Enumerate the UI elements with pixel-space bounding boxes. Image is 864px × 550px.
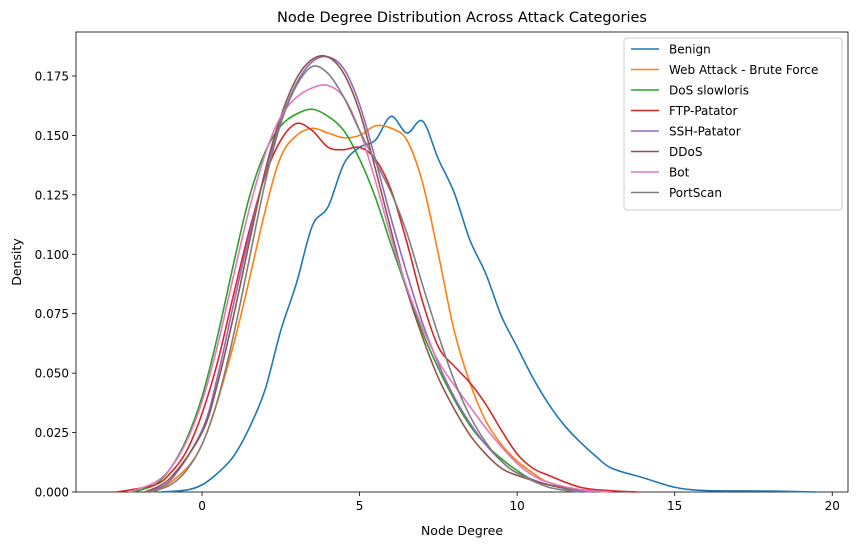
x-axis-label: Node Degree [421,523,503,538]
y-tick-label: 0.075 [35,307,69,321]
y-axis-label: Density [9,238,24,286]
x-tick-label: 20 [825,499,840,513]
legend-label-ftp-patator: FTP-Patator [669,104,737,118]
x-tick-label: 5 [356,499,364,513]
y-tick-label: 0.000 [35,486,69,500]
y-tick-label: 0.175 [35,69,69,83]
plot-area-frame [75,31,849,493]
legend-box [623,37,843,211]
y-tick-label: 0.050 [35,367,69,381]
legend-label-ddos: DDoS [669,145,702,159]
y-tick-label: 0.100 [35,248,69,262]
y-tick-label: 0.025 [35,426,69,440]
legend: Benign Web Attack - Brute Force DoS slowlo… [623,37,843,211]
series-line-benign [160,115,818,493]
y-axis-ticks: 0.000 0.025 0.050 0.075 0.100 0.125 0.150 0.175 [35,69,76,500]
series-line-web-attack-brute-force [144,124,613,493]
legend-label-dos-slowloris: DoS slowloris [669,84,749,98]
x-tick-label: 10 [510,499,525,513]
legend-label-benign: Benign [669,43,711,57]
x-tick-label: 0 [198,499,206,513]
legend-label-bot: Bot [669,166,690,180]
y-tick-label: 0.150 [35,129,69,143]
legend-label-portscan: PortScan [669,186,722,200]
legend-label-web-attack-brute-force: Web Attack - Brute Force [669,63,818,77]
x-axis-ticks: 0 5 10 15 20 [198,492,840,513]
series-line-ddos [144,54,613,493]
x-tick-label: 15 [667,499,682,513]
y-tick-label: 0.125 [35,188,69,202]
chart-title: Node Degree Distribution Across Attack C… [277,10,647,26]
series-layer [116,54,818,493]
series-line-portscan [150,65,581,493]
legend-label-ssh-patator: SSH-Patator [669,125,741,139]
